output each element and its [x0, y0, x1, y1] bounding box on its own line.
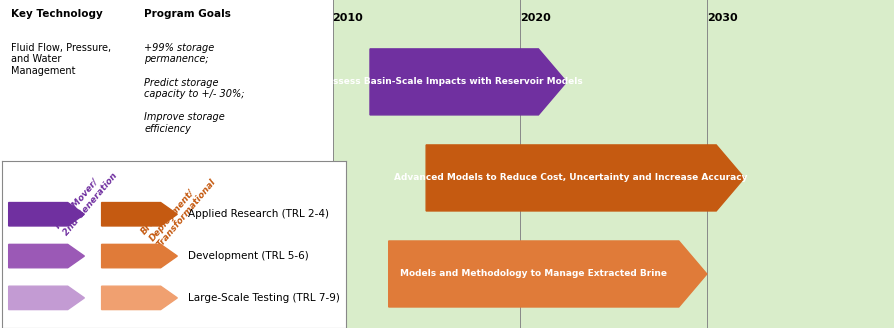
Text: Fluid Flow, Pressure,
and Water
Management: Fluid Flow, Pressure, and Water Manageme…: [11, 43, 111, 76]
Text: Key Technology: Key Technology: [11, 9, 102, 19]
Polygon shape: [389, 241, 707, 307]
Polygon shape: [426, 145, 745, 211]
Text: First Mover/
2nd Generation: First Mover/ 2nd Generation: [54, 164, 119, 237]
Text: Large-Scale Testing (TRL 7-9): Large-Scale Testing (TRL 7-9): [188, 293, 340, 303]
Polygon shape: [370, 49, 567, 115]
Text: Advanced Models to Reduce Cost, Uncertainty and Increase Accuracy: Advanced Models to Reduce Cost, Uncertai…: [394, 174, 748, 182]
Text: +99% storage
permanence;

Predict storage
capacity to +/- 30%;

Improve storage
: +99% storage permanence; Predict storage…: [144, 43, 245, 134]
Text: Development (TRL 5-6): Development (TRL 5-6): [188, 251, 308, 261]
Text: 2030: 2030: [707, 13, 738, 23]
Polygon shape: [9, 286, 84, 310]
Text: 2010: 2010: [333, 13, 363, 23]
Text: Broad
Deployment/
Transformational: Broad Deployment/ Transformational: [139, 164, 218, 250]
Text: Applied Research (TRL 2-4): Applied Research (TRL 2-4): [188, 209, 329, 219]
Polygon shape: [9, 202, 84, 226]
Polygon shape: [102, 286, 177, 310]
Text: Assess Basin-Scale Impacts with Reservoir Models: Assess Basin-Scale Impacts with Reservoi…: [325, 77, 583, 86]
Polygon shape: [102, 244, 177, 268]
Text: Models and Methodology to Manage Extracted Brine: Models and Methodology to Manage Extract…: [401, 270, 667, 278]
Polygon shape: [9, 244, 84, 268]
Polygon shape: [102, 202, 177, 226]
Text: 2020: 2020: [519, 13, 551, 23]
Text: Program Goals: Program Goals: [144, 9, 232, 19]
